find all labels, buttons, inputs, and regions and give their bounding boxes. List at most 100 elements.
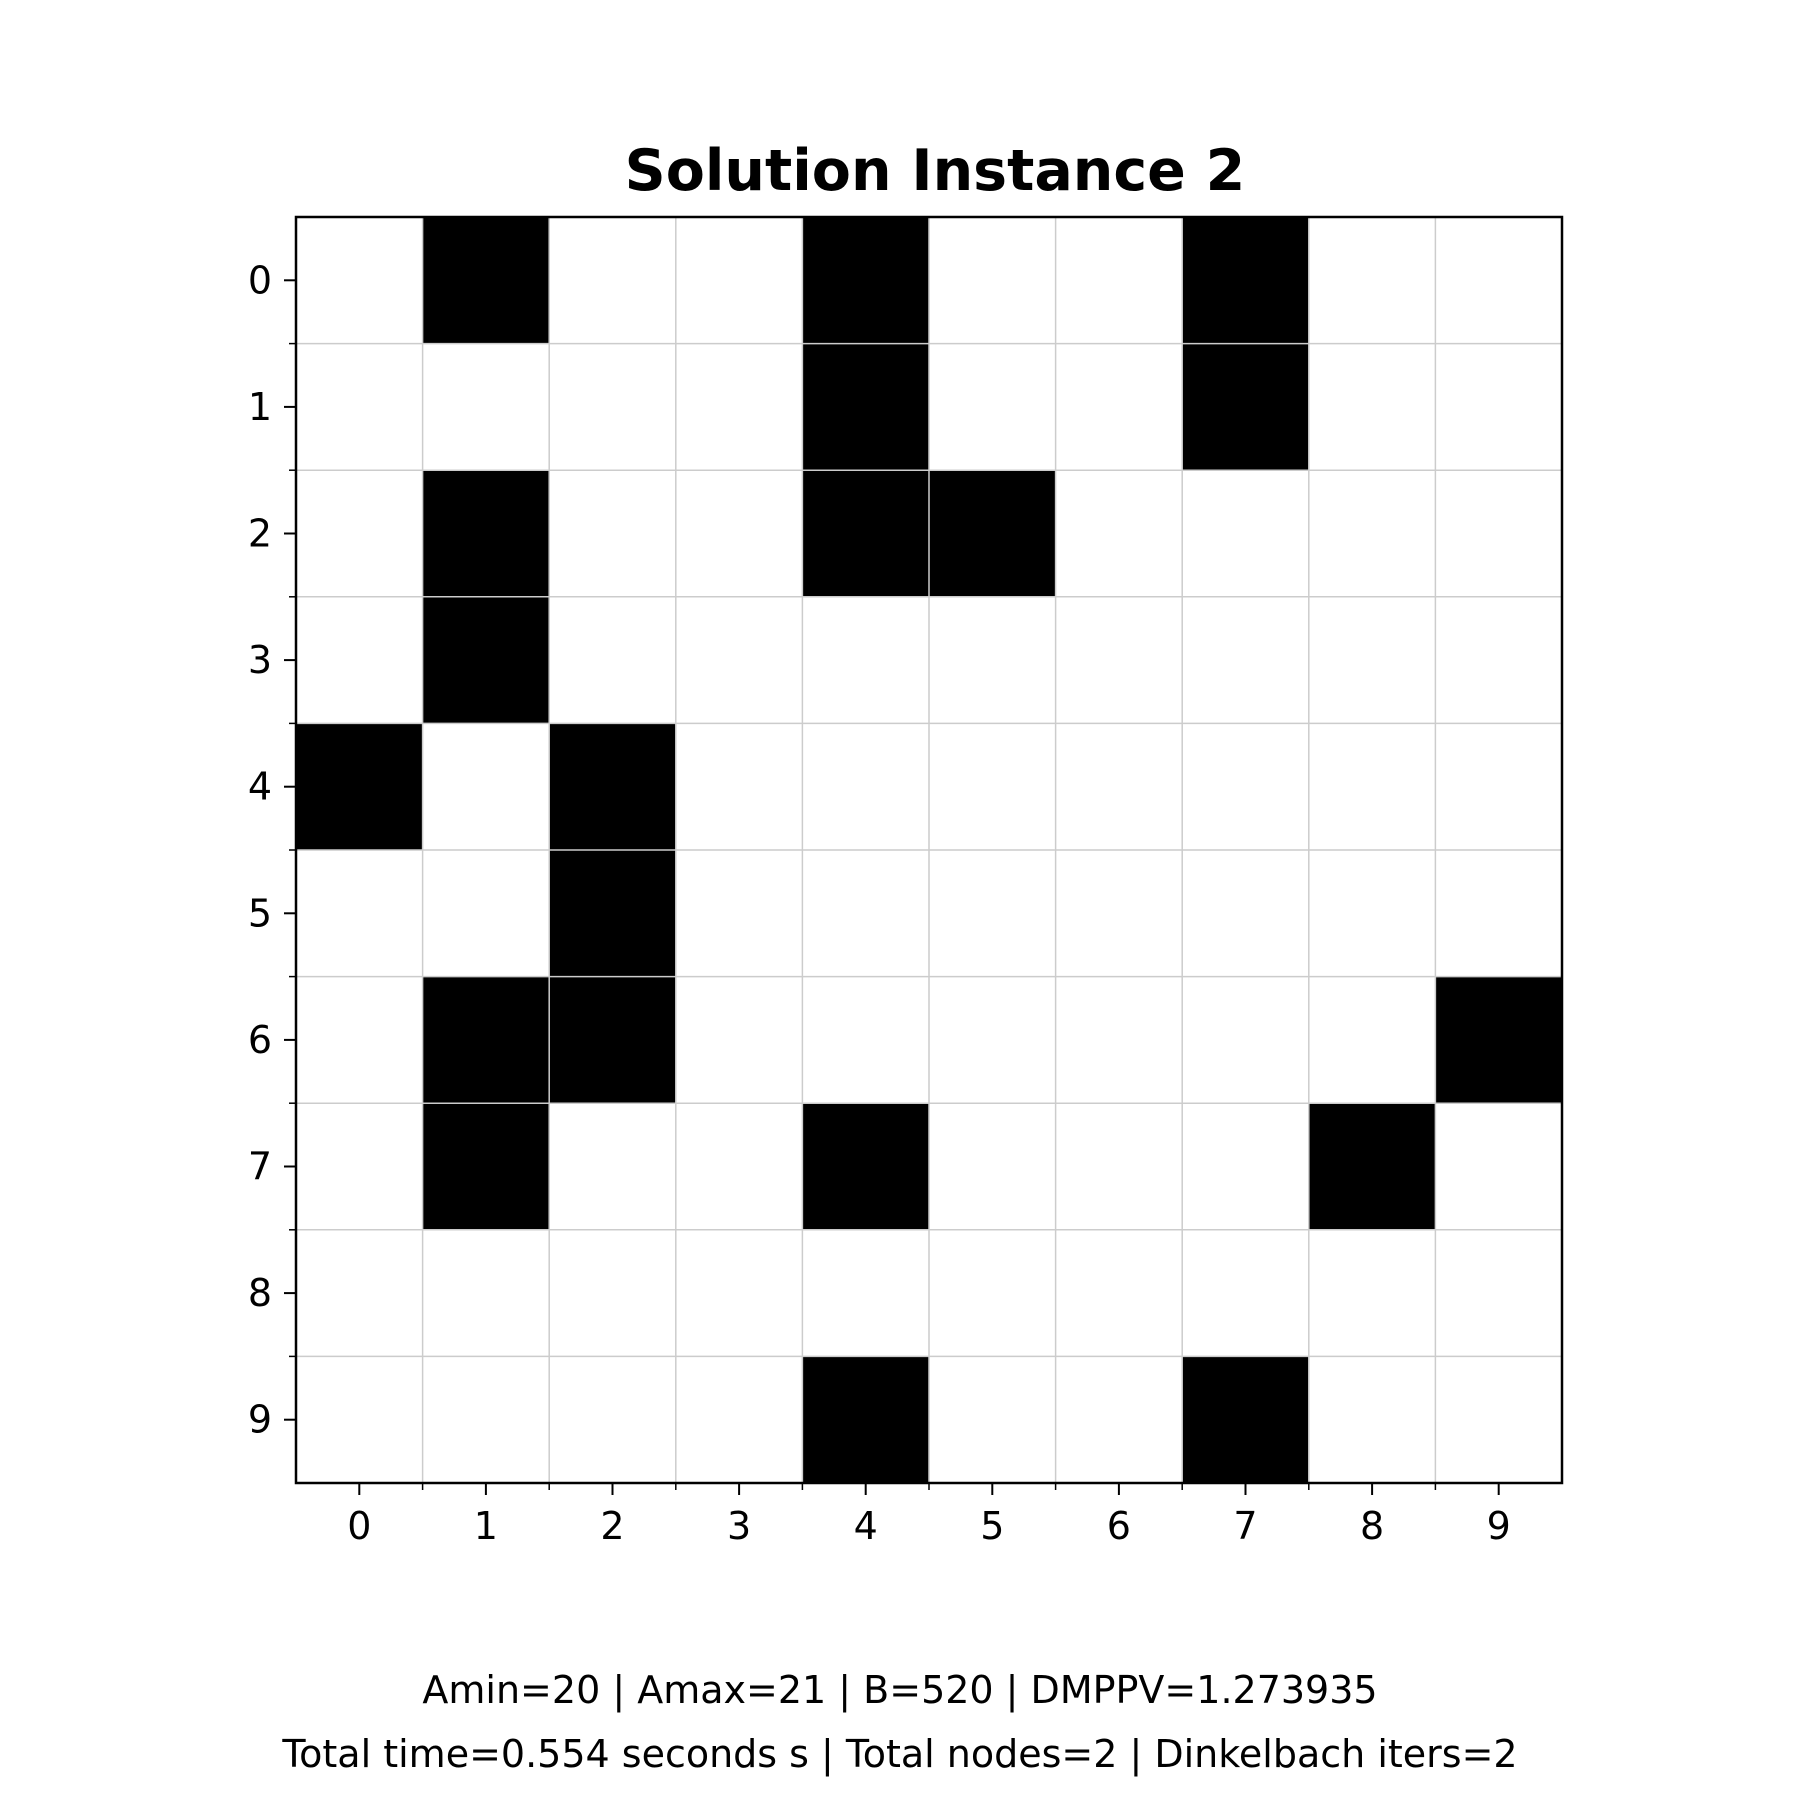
grid-cell-empty [1435,1103,1562,1230]
grid-cell-empty [1308,1356,1436,1483]
y-tick-label: 7 [248,1145,272,1189]
grid-cell-empty [1182,1103,1309,1230]
y-tick-label: 0 [248,258,272,302]
grid-cell-selected [1182,1356,1309,1483]
caption-statistics: Total time=0.554 seconds s | Total nodes… [282,1732,1518,1776]
grid-cell-empty [296,596,423,724]
grid-cell-empty [1055,470,1183,597]
x-tick-label: 9 [1487,1504,1511,1548]
grid-cell-empty [675,343,803,471]
x-tick-label: 6 [1107,1504,1131,1548]
y-tick-label: 5 [248,891,272,935]
grid-cell-empty [296,976,423,1104]
grid-cell-empty [929,976,1056,1104]
grid-cell-empty [1182,850,1309,977]
grid-cell-empty [422,343,550,471]
grid-cell-empty [802,1229,929,1357]
y-tick-label: 9 [248,1398,272,1442]
grid-cell-empty [675,470,803,597]
grid-cell-empty [1308,723,1436,850]
grid-cell-empty [1435,723,1562,850]
cells-layer [296,217,1562,1483]
grid-cell-empty [1055,723,1183,850]
grid-cell-selected [1182,343,1309,471]
grid-cell-empty [1435,1229,1562,1357]
grid-cell-empty [675,976,803,1104]
grid-cell-empty [1182,723,1309,850]
grid-cell-empty [422,723,550,850]
grid-cell-empty [929,1103,1056,1230]
grid-cell-empty [802,596,929,724]
grid-cell-empty [1435,1356,1562,1483]
grid-cell-selected [1308,1103,1436,1230]
grid-cell-empty [929,723,1056,850]
grid-cell-empty [675,723,803,850]
x-tick-label: 8 [1360,1504,1384,1548]
grid-cell-empty [929,343,1056,471]
grid-cell-empty [1055,976,1183,1104]
grid-cell-selected [1182,217,1309,344]
grid-cell-empty [1308,1229,1436,1357]
grid-cell-empty [549,596,676,724]
grid-cell-empty [802,723,929,850]
grid-cell-empty [929,596,1056,724]
grid-cell-selected [296,723,423,850]
grid-cell-selected [802,343,929,471]
chart-title: Solution Instance 2 [625,138,1246,204]
grid-cell-empty [929,1356,1056,1483]
grid-cell-empty [675,850,803,977]
grid-cell-empty [549,470,676,597]
axis-ticks: 0 1 2 3 4 5 6 7 8 9 0 1 2 3 4 5 6 7 8 9 [248,258,1511,1548]
grid-cell-empty [1055,1356,1183,1483]
grid-cell-empty [802,976,929,1104]
grid-cell-empty [549,1229,676,1357]
grid-cell-empty [1055,1229,1183,1357]
grid-cell-empty [929,850,1056,977]
grid-cell-empty [1435,470,1562,597]
grid-cell-empty [549,1356,676,1483]
grid-cell-empty [549,217,676,344]
grid-cell-empty [296,217,423,344]
x-tick-label: 4 [854,1504,878,1548]
x-tick-label: 7 [1233,1504,1257,1548]
grid-cell-selected [422,596,550,724]
grid-cell-selected [422,470,550,597]
grid-cell-empty [296,1103,423,1230]
grid-cell-empty [929,1229,1056,1357]
grid-cell-empty [422,850,550,977]
grid-cell-empty [296,343,423,471]
grid-cell-selected [422,976,550,1104]
x-tick-label: 1 [474,1504,498,1548]
grid-cell-selected [929,470,1056,597]
grid-cell-selected [422,217,550,344]
grid-cell-empty [1308,343,1436,471]
y-tick-label: 2 [248,512,272,556]
grid-cell-empty [1055,850,1183,977]
grid-cell-selected [802,1103,929,1230]
grid-cell-empty [1055,343,1183,471]
grid-cell-empty [675,1356,803,1483]
grid-cell-selected [802,470,929,597]
grid-cell-empty [549,1103,676,1230]
grid-cell-empty [1055,596,1183,724]
y-tick-label: 1 [248,385,272,429]
grid-cell-empty [1055,217,1183,344]
grid-cell-empty [1182,470,1309,597]
grid-cell-empty [296,470,423,597]
grid-cell-empty [1182,976,1309,1104]
y-tick-label: 8 [248,1271,272,1315]
grid-cell-empty [1308,850,1436,977]
grid-cell-empty [296,1229,423,1357]
grid-cell-selected [549,723,676,850]
plot-frame [294,215,1564,1485]
grid-cell-empty [675,1229,803,1357]
grid-cell-empty [549,343,676,471]
grid-cell-empty [1308,217,1436,344]
grid-cell-empty [1308,596,1436,724]
grid-cell-empty [1435,596,1562,724]
grid-cell-selected [802,1356,929,1483]
grid-cell-empty [1435,343,1562,471]
grid-cell-empty [675,596,803,724]
grid-cell-empty [422,1356,550,1483]
